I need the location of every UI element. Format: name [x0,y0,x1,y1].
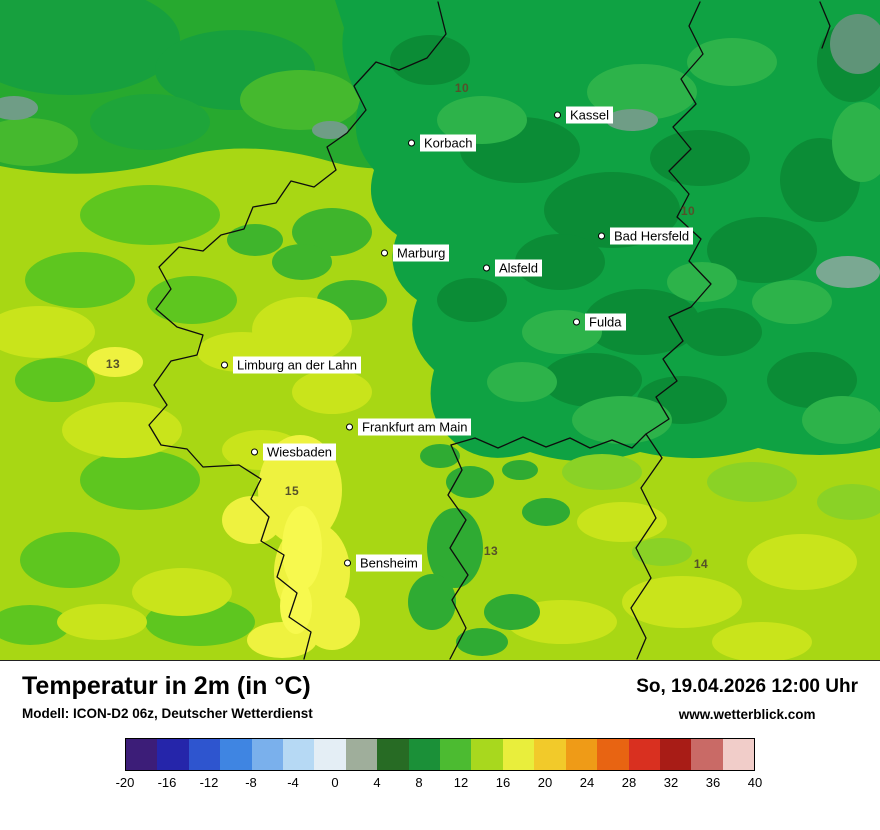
legend-band [220,739,252,770]
state-border-lines [148,1,831,660]
border-south [447,444,469,660]
forecast-datetime: So, 19.04.2026 12:00 Uhr [636,676,858,697]
temperature-legend: -20 -16 -12 -8 -4 0 4 8 12 16 20 24 28 32 36 40 [116,738,763,795]
legend-band [471,739,503,770]
border-corner [819,1,831,49]
legend-tick-label: 40 [747,775,763,790]
light-green-patches [0,185,255,646]
legend-tick-label: 16 [495,775,511,790]
mid-cold-patches [437,38,880,444]
legend-tick-label: 8 [415,775,423,790]
border-west [148,1,447,660]
legend-band [691,739,723,770]
border-east [630,1,712,660]
legend-band [251,739,284,770]
bright-yellow-patches [280,506,322,634]
legend-tick-label: -4 [287,775,299,790]
legend-band [188,739,221,770]
legend-band [408,739,441,770]
info-right: So, 19.04.2026 12:00 Uhr www.wetterblick… [636,673,858,722]
temperature-map [0,0,880,660]
info-panel: Temperatur in 2m (in °C) Modell: ICON-D2… [0,660,880,830]
legend-tick-label: 24 [579,775,595,790]
legend-tick-label: -16 [157,775,177,790]
legend-band [314,739,346,770]
legend-band [722,739,755,770]
website-link: www.wetterblick.com [678,707,816,722]
legend-tick-label: -20 [115,775,135,790]
pale-patches [0,297,857,660]
legend-tick-label: 28 [621,775,637,790]
info-left: Temperatur in 2m (in °C) Modell: ICON-D2… [22,672,313,721]
legend-band [126,739,158,770]
map-base-field [0,0,880,660]
model-info: Modell: ICON-D2 06z, Deutscher Wetterdie… [22,705,313,721]
legend-band [597,739,629,770]
legend-band [440,739,472,770]
legend-tick-label: -8 [245,775,257,790]
legend-band [659,739,692,770]
legend-tick-labels: -20 -16 -12 -8 -4 0 4 8 12 16 20 24 28 32 36 40 [116,775,763,795]
legend-tick-label: 0 [331,775,339,790]
map-title: Temperatur in 2m (in °C) [22,672,311,700]
legend-band [345,739,378,770]
border-main [450,433,647,449]
gray-teal-patches [0,14,880,288]
legend-band [157,739,189,770]
south-light-patches [562,454,880,566]
legend-tick-label: -12 [199,775,219,790]
legend-tick-label: 12 [453,775,469,790]
legend-band [502,739,535,770]
legend-tick-label: 20 [537,775,553,790]
legend-band [377,739,409,770]
legend-band [534,739,566,770]
south-green-patches [408,444,570,656]
legend-band [628,739,660,770]
legend-tick-label: 32 [663,775,679,790]
info-row: Temperatur in 2m (in °C) Modell: ICON-D2… [0,661,880,722]
legend-tick-label: 4 [373,775,381,790]
legend-band [565,739,598,770]
legend-band [283,739,315,770]
legend-tick-label: 36 [705,775,721,790]
legend-color-bar [125,738,755,771]
map-area: 10 10 13 15 13 14 Kassel Korbach Bad Hersfeld Ma… [0,0,880,660]
